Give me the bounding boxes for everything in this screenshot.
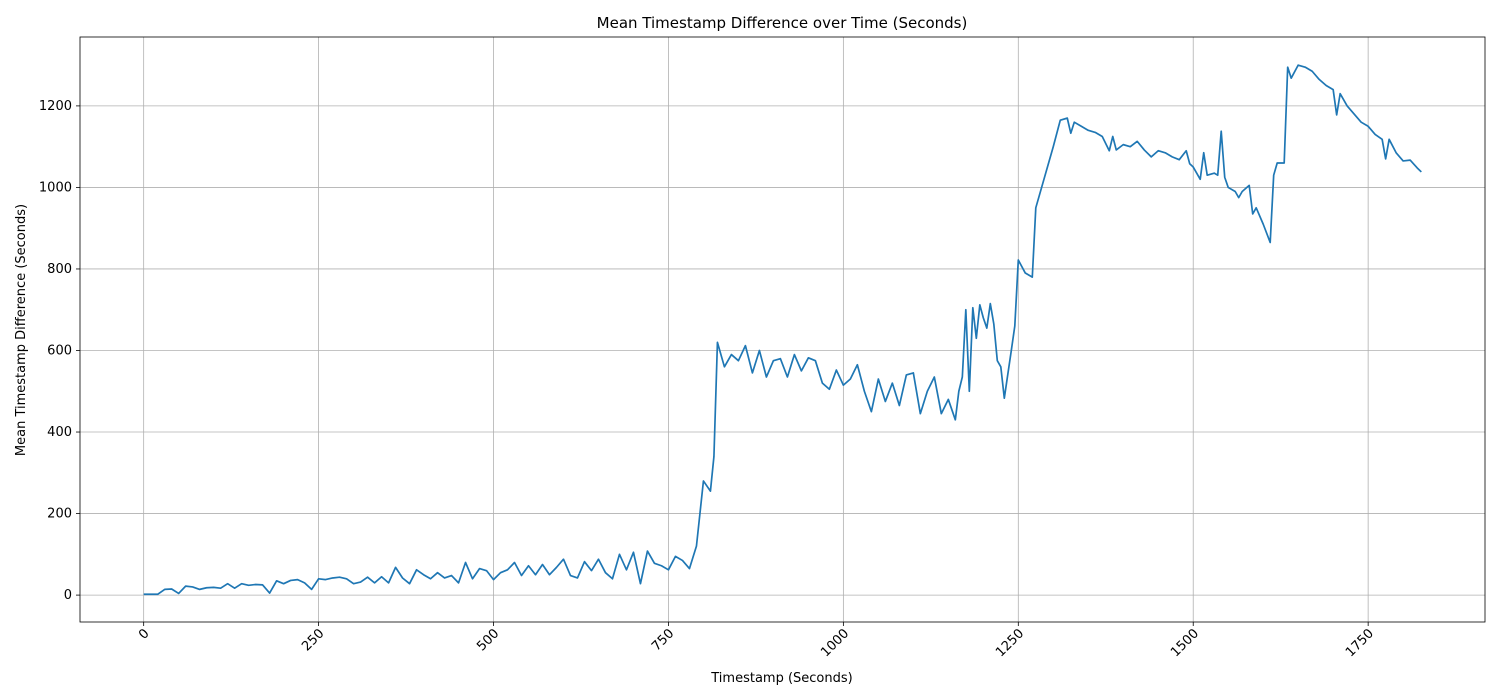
y-tick-label: 200 <box>47 507 72 522</box>
y-tick-label: 1000 <box>39 180 72 195</box>
y-tick-label: 0 <box>64 588 72 603</box>
y-axis-label: Mean Timestamp Difference (Seconds) <box>14 204 29 456</box>
y-tick-label: 1200 <box>39 99 72 114</box>
x-tick-label: 1500 <box>1168 626 1202 660</box>
x-tick-label: 1000 <box>818 626 852 660</box>
chart-title: Mean Timestamp Difference over Time (Sec… <box>597 14 968 32</box>
x-tick-label: 250 <box>299 626 327 654</box>
y-tick-label: 800 <box>47 262 72 277</box>
y-tick-label: 400 <box>47 425 72 440</box>
x-tick-label: 1750 <box>1343 626 1377 660</box>
y-tick-label: 600 <box>47 343 72 358</box>
x-axis-label: Timestamp (Seconds) <box>710 671 852 686</box>
plot-frame <box>79 36 1486 623</box>
data-line <box>143 64 1422 596</box>
x-tick-label: 1250 <box>993 626 1027 660</box>
x-tick-label: 0 <box>136 626 152 642</box>
x-tick-label: 750 <box>649 626 677 654</box>
x-tick-label: 500 <box>474 626 502 654</box>
